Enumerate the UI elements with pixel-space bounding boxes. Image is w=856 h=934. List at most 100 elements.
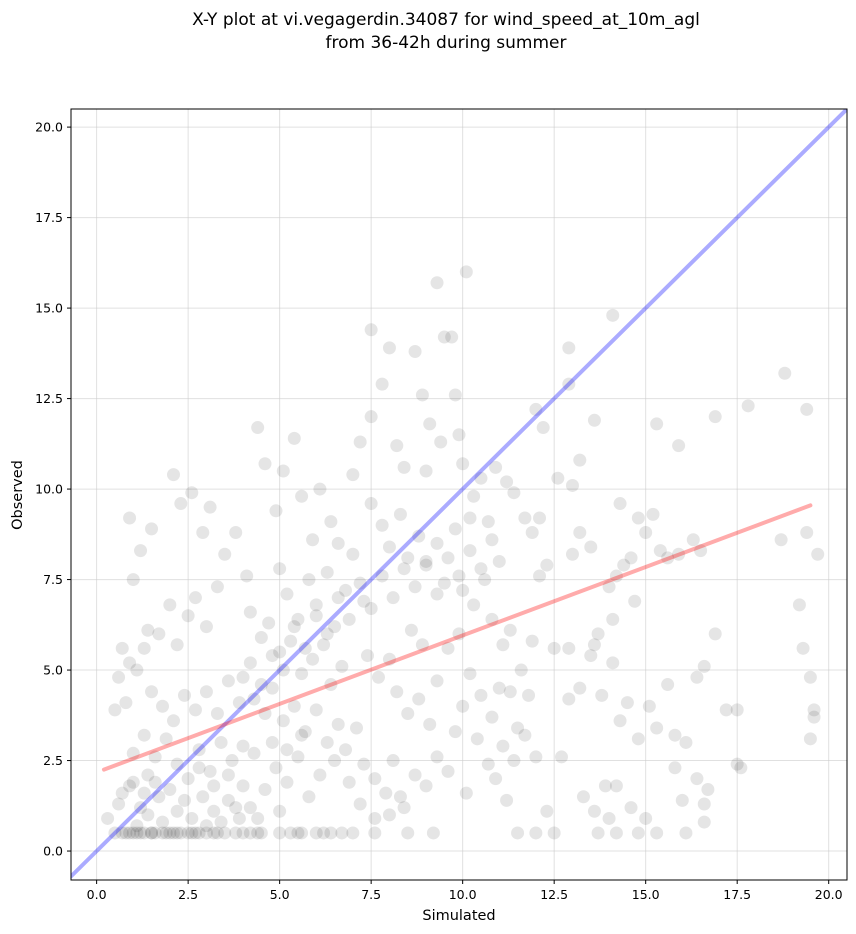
data-point bbox=[320, 565, 334, 579]
data-point bbox=[353, 797, 367, 811]
data-point bbox=[602, 580, 616, 594]
data-point bbox=[675, 793, 689, 807]
data-point bbox=[807, 710, 821, 724]
data-point bbox=[694, 544, 708, 558]
data-point bbox=[166, 714, 180, 728]
data-point bbox=[386, 591, 400, 605]
data-point bbox=[247, 746, 261, 760]
data-point bbox=[199, 620, 213, 634]
data-point bbox=[221, 674, 235, 688]
data-point bbox=[397, 460, 411, 474]
data-point bbox=[210, 826, 224, 840]
data-point bbox=[697, 797, 711, 811]
data-point bbox=[214, 735, 228, 749]
y-tick-label: 10.0 bbox=[35, 482, 63, 497]
data-point bbox=[313, 482, 327, 496]
data-point bbox=[130, 819, 144, 833]
data-point bbox=[368, 826, 382, 840]
data-point bbox=[126, 746, 140, 760]
y-tick-label: 7.5 bbox=[43, 572, 63, 587]
data-point bbox=[134, 826, 148, 840]
data-point bbox=[320, 735, 334, 749]
data-point bbox=[134, 801, 148, 815]
data-point bbox=[126, 826, 140, 840]
data-point bbox=[573, 453, 587, 467]
data-point bbox=[145, 685, 159, 699]
data-point bbox=[166, 468, 180, 482]
data-point bbox=[525, 634, 539, 648]
y-tick-label: 0.0 bbox=[43, 844, 63, 859]
data-point bbox=[609, 569, 623, 583]
data-point bbox=[229, 826, 243, 840]
data-point bbox=[141, 623, 155, 637]
data-point bbox=[119, 696, 133, 710]
data-point bbox=[807, 703, 821, 717]
data-point bbox=[496, 638, 510, 652]
data-point bbox=[284, 826, 298, 840]
data-point bbox=[456, 699, 470, 713]
data-point bbox=[273, 645, 287, 659]
data-point bbox=[672, 547, 686, 561]
data-point bbox=[328, 620, 342, 634]
data-point bbox=[214, 815, 228, 829]
data-point bbox=[511, 721, 525, 735]
data-point bbox=[485, 533, 499, 547]
data-point bbox=[291, 612, 305, 626]
data-point bbox=[269, 761, 283, 775]
data-point bbox=[554, 750, 568, 764]
data-point bbox=[500, 475, 514, 489]
data-point bbox=[529, 402, 543, 416]
data-point bbox=[646, 507, 660, 521]
data-point bbox=[631, 511, 645, 525]
data-point bbox=[390, 439, 404, 453]
data-point bbox=[448, 522, 462, 536]
data-point bbox=[115, 786, 129, 800]
x-axis-ticks: 0.0 2.5 5.0 7.5 10.0 12.5 15.0 17.5 20.0 bbox=[87, 880, 843, 902]
data-point bbox=[159, 826, 173, 840]
data-point bbox=[609, 826, 623, 840]
data-point bbox=[353, 435, 367, 449]
data-point bbox=[514, 663, 528, 677]
data-point bbox=[375, 377, 389, 391]
data-point bbox=[415, 388, 429, 402]
x-axis-label: Simulated bbox=[422, 908, 495, 924]
data-point bbox=[346, 547, 360, 561]
data-point bbox=[236, 826, 250, 840]
data-point bbox=[280, 743, 294, 757]
x-tick-label: 5.0 bbox=[270, 887, 290, 902]
data-point bbox=[273, 562, 287, 576]
reference-lines bbox=[71, 109, 847, 879]
data-point bbox=[145, 522, 159, 536]
data-point bbox=[408, 345, 422, 359]
data-point bbox=[199, 685, 213, 699]
data-point bbox=[203, 764, 217, 778]
data-point bbox=[247, 692, 261, 706]
data-point bbox=[485, 710, 499, 724]
plot-frame bbox=[70, 108, 848, 881]
y-tick-label: 5.0 bbox=[43, 663, 63, 678]
data-point bbox=[188, 826, 202, 840]
data-point bbox=[339, 583, 353, 597]
data-point bbox=[232, 811, 246, 825]
data-point bbox=[188, 591, 202, 605]
data-point bbox=[393, 790, 407, 804]
data-point bbox=[800, 526, 814, 540]
data-point bbox=[423, 417, 437, 431]
data-point bbox=[163, 598, 177, 612]
data-point bbox=[317, 826, 331, 840]
data-point bbox=[265, 681, 279, 695]
data-point bbox=[309, 609, 323, 623]
data-point bbox=[313, 768, 327, 782]
data-point bbox=[448, 725, 462, 739]
data-point bbox=[295, 667, 309, 681]
chart-title-line-1: X-Y plot at vi.vegagerdin.34087 for wind… bbox=[192, 10, 700, 30]
data-point bbox=[573, 681, 587, 695]
data-point bbox=[382, 540, 396, 554]
data-point bbox=[134, 544, 148, 558]
data-point bbox=[792, 598, 806, 612]
data-point bbox=[803, 670, 817, 684]
data-point bbox=[145, 826, 159, 840]
data-point bbox=[137, 826, 151, 840]
data-point bbox=[280, 775, 294, 789]
grid-lines bbox=[71, 109, 847, 880]
